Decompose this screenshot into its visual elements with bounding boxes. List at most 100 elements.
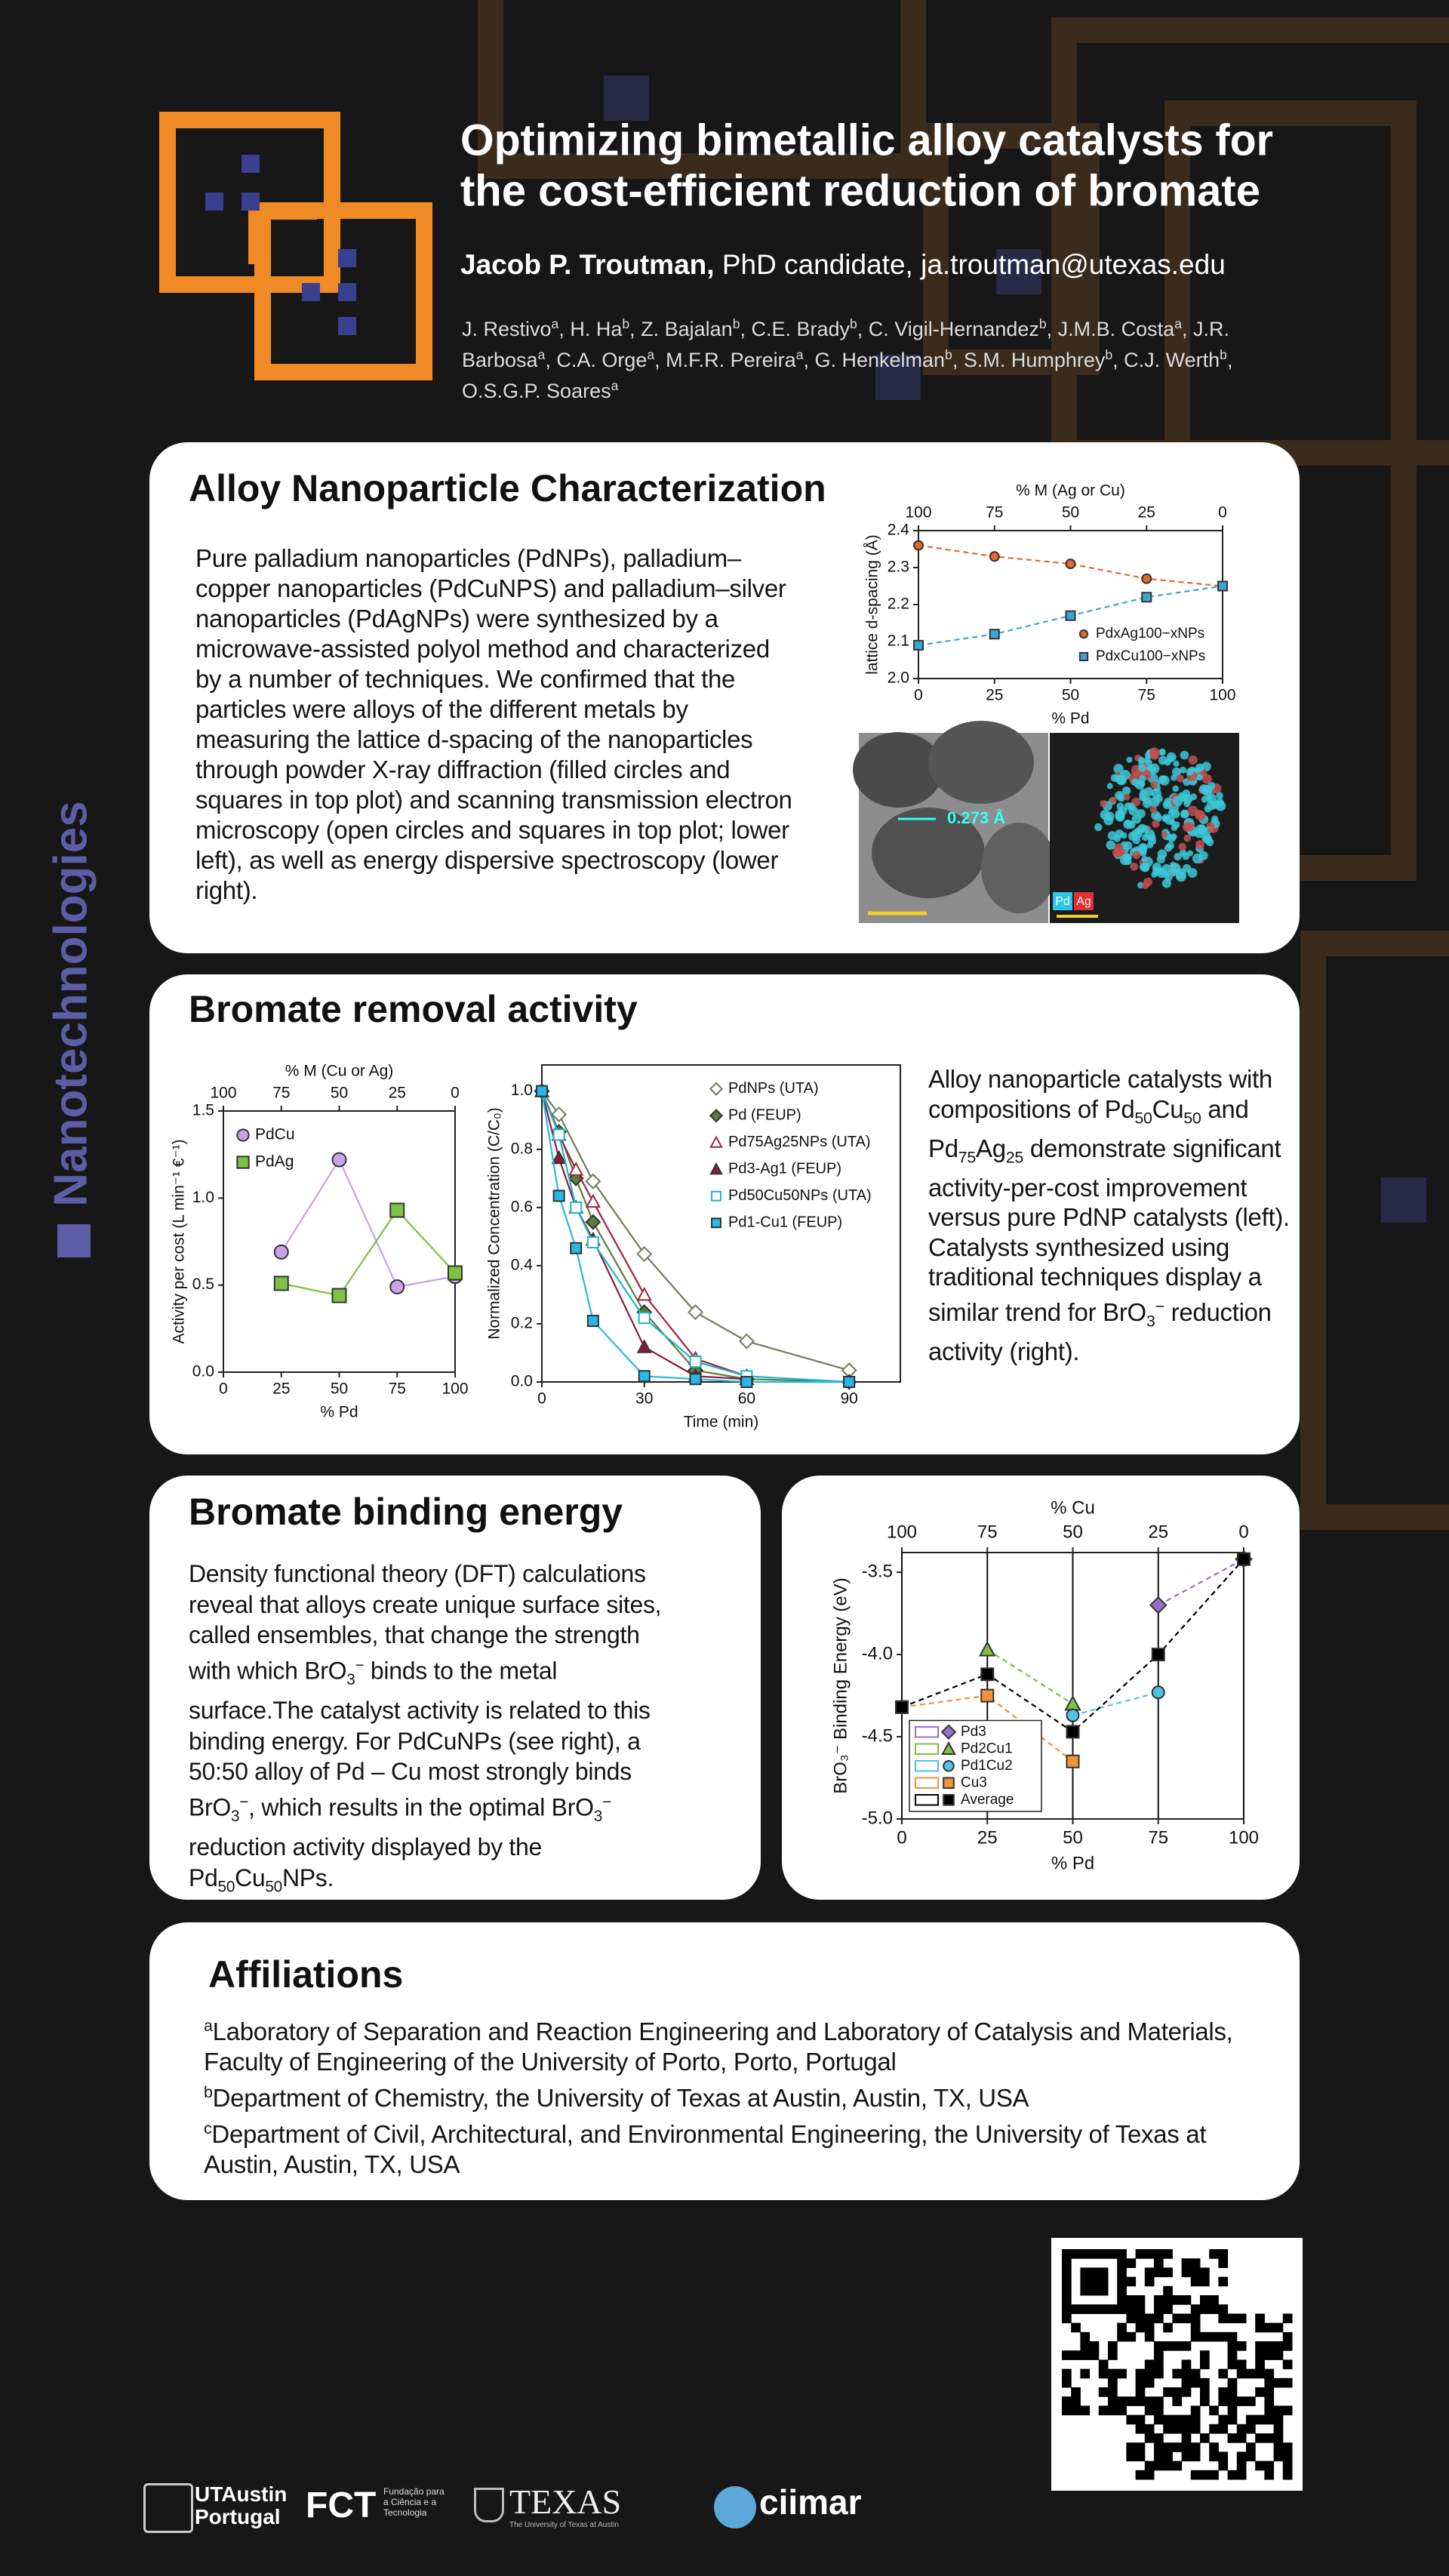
qr-module (1135, 2396, 1146, 2406)
marker (551, 1150, 567, 1165)
qr-module (1154, 2405, 1164, 2416)
qr-module (1117, 2405, 1127, 2416)
qr-module (1163, 2414, 1173, 2425)
qr-module (1062, 2295, 1072, 2305)
qr-module (1209, 2295, 1219, 2305)
qr-module (1282, 2377, 1293, 2388)
tem-particle (981, 823, 1057, 913)
eds-dot (1171, 824, 1178, 832)
qr-module (1209, 2249, 1219, 2259)
qr-module (1154, 2313, 1164, 2324)
qr-module (1126, 2396, 1137, 2406)
logo-hook (248, 203, 317, 264)
qr-module (1062, 2313, 1072, 2324)
tem-particle (928, 721, 1034, 804)
marker (636, 1286, 652, 1301)
legend-swatch (915, 1726, 939, 1738)
qr-module (1218, 2276, 1229, 2287)
legend-label: Pd1-Cu1 (FEUP) (728, 1214, 842, 1231)
qr-module (1209, 2304, 1219, 2314)
qr-module (1172, 2313, 1183, 2324)
x2-tick-label: 25 (389, 1085, 406, 1102)
plot-frame (223, 1110, 456, 1373)
qr-module (1089, 2285, 1100, 2296)
qr-module (1144, 2249, 1155, 2259)
coauthor-affiliation: b (850, 316, 857, 331)
eds-dot (1171, 863, 1181, 874)
eds-dot (1137, 756, 1145, 764)
logo-text: UTAustin (195, 2482, 288, 2506)
eds-dot (1121, 786, 1131, 796)
x-tick-label: 30 (635, 1390, 653, 1408)
x2-tick-label: 25 (1138, 504, 1155, 522)
x-tick-label: 50 (1062, 687, 1079, 704)
qr-module (1227, 2396, 1238, 2406)
eds-dot (1161, 831, 1168, 838)
eds-dot (1171, 774, 1177, 781)
affiliation: bDepartment of Chemistry, the University… (204, 2077, 1268, 2113)
qr-module (1135, 2313, 1146, 2324)
qr-module (1190, 2405, 1201, 2416)
x2-tick-label: 50 (1062, 504, 1079, 522)
eds-dot (1100, 800, 1107, 808)
qr-module (1282, 2451, 1293, 2462)
qr-module (1209, 2442, 1219, 2452)
decor-frame (1300, 931, 1449, 1530)
qr-module (1264, 2377, 1275, 2388)
series-line (1072, 1691, 1159, 1716)
x2-tick-label: 0 (1238, 1522, 1248, 1542)
qr-module (1089, 2276, 1100, 2287)
marker (1149, 1596, 1168, 1614)
marker (1151, 1685, 1165, 1700)
qr-module (1089, 2341, 1100, 2351)
legend-label: Average (961, 1792, 1014, 1808)
marker (1065, 610, 1076, 621)
affiliation-mark: b (204, 2083, 213, 2101)
qr-module (1255, 2350, 1265, 2360)
qr-module (1190, 2442, 1201, 2452)
eds-dot (1137, 809, 1146, 818)
eds-dot (1199, 784, 1209, 794)
qr-module (1080, 2285, 1091, 2296)
x-tick-label: 25 (986, 687, 1003, 704)
logo-fct-sub: Fundação para a Ciência e a Tecnologia (383, 2486, 445, 2518)
coauthor-name: , M.F.R. Pereira (654, 349, 796, 371)
marker (943, 1793, 955, 1806)
affiliation-text: Department of Civil, Architectural, and … (204, 2120, 1207, 2178)
legend-swatch (915, 1760, 939, 1772)
legend-label: Pd3 (961, 1724, 986, 1740)
qr-code (1062, 2249, 1293, 2480)
logo-text: Portugal (195, 2505, 281, 2528)
y-tick-label: 2.0 (888, 669, 909, 687)
y-tick-label: 0.0 (192, 1363, 214, 1380)
panel (149, 1476, 761, 1900)
eds-dot (1158, 756, 1168, 765)
series-line (1158, 1558, 1244, 1606)
logo-dot (242, 155, 260, 173)
qr-module (1108, 2396, 1118, 2406)
qr-module (1062, 2377, 1072, 2388)
marker (689, 1373, 702, 1386)
qr-module (1246, 2451, 1256, 2462)
legend-label: PdAg (255, 1153, 294, 1171)
qr-module (1098, 2267, 1109, 2278)
qr-module (1273, 2350, 1284, 2360)
qr-module (1154, 2304, 1164, 2314)
qr-module (1154, 2451, 1164, 2462)
legend-label: PdxAg100−xNPs (1096, 626, 1204, 642)
qr-module (1089, 2249, 1100, 2259)
qr-module (1126, 2331, 1137, 2342)
eds-dot (1127, 820, 1136, 829)
qr-module (1135, 2387, 1146, 2397)
qr-module (1144, 2461, 1155, 2471)
qr-module (1154, 2414, 1164, 2425)
chart: 0 30 60 90 0.0 0.2 0.4 0.6 0.8 1.0 Time (min) Norma… (486, 1064, 901, 1431)
qr-module (1227, 2414, 1238, 2425)
qr-module (1273, 2424, 1284, 2434)
qr-module (1117, 2267, 1127, 2278)
author-email: ja.troutman@utexas.edu (921, 249, 1226, 280)
qr-module (1273, 2322, 1284, 2333)
text: demonstrate significant activity-per-cos… (928, 1134, 1290, 1326)
eds-dot (1207, 793, 1217, 804)
qr-module (1190, 2414, 1201, 2425)
